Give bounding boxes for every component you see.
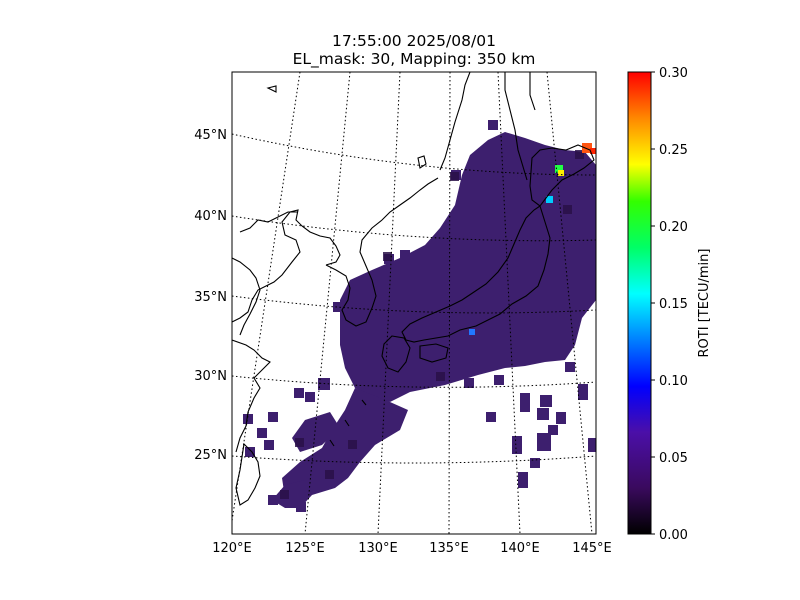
roti-cell-cyan xyxy=(546,196,553,203)
colorbar-tick-025: 0.25 xyxy=(659,143,688,158)
lon-labels: 120°E 125°E 130°E 135°E 140°E 145°E xyxy=(212,541,612,556)
coastlines xyxy=(232,72,595,506)
lat-labels: 45°N 40°N 35°N 30°N 25°N xyxy=(194,128,227,463)
lat-label-25: 25°N xyxy=(194,448,227,463)
colorbar-ticks xyxy=(651,71,655,535)
lat-label-40: 40°N xyxy=(194,209,227,224)
colorbar-label: ROTI [TECU/min] xyxy=(697,249,712,358)
roti-cell-red xyxy=(582,143,592,153)
map-frame xyxy=(231,71,597,535)
map-title-settings: EL_mask: 30, Mapping: 350 km xyxy=(292,50,536,68)
lon-label-130: 130°E xyxy=(358,541,398,556)
lon-label-125: 125°E xyxy=(285,541,325,556)
lat-label-30: 30°N xyxy=(194,369,227,384)
colorbar-tick-005: 0.05 xyxy=(659,451,688,466)
roti-cell-yellow xyxy=(558,170,564,176)
colorbar-tick-020: 0.20 xyxy=(659,220,688,235)
colorbar-tick-015: 0.15 xyxy=(659,297,688,312)
lon-label-145: 145°E xyxy=(572,541,612,556)
lat-label-35: 35°N xyxy=(194,290,227,305)
map-title-time: 17:55:00 2025/08/01 xyxy=(332,32,496,50)
colorbar-gradient xyxy=(627,71,652,535)
colorbar-tick-030: 0.30 xyxy=(659,66,688,81)
roti-low-cells xyxy=(280,150,584,499)
roti-data-layer xyxy=(243,120,596,512)
roti-cell-red-edge xyxy=(590,148,596,154)
map-area xyxy=(232,72,596,534)
colorbar-tick-000: 0.00 xyxy=(659,528,688,543)
lon-label-140: 140°E xyxy=(500,541,540,556)
colorbar-tick-010: 0.10 xyxy=(659,374,688,389)
roti-cell-blue xyxy=(469,329,475,335)
lon-label-120: 120°E xyxy=(212,541,252,556)
lat-label-45: 45°N xyxy=(194,128,227,143)
lon-label-135: 135°E xyxy=(429,541,469,556)
graticule xyxy=(232,72,596,534)
colorbar: 0.30 0.25 0.20 0.15 0.10 0.05 0.00 ROTI … xyxy=(627,66,712,543)
roti-cell-green xyxy=(555,165,563,173)
